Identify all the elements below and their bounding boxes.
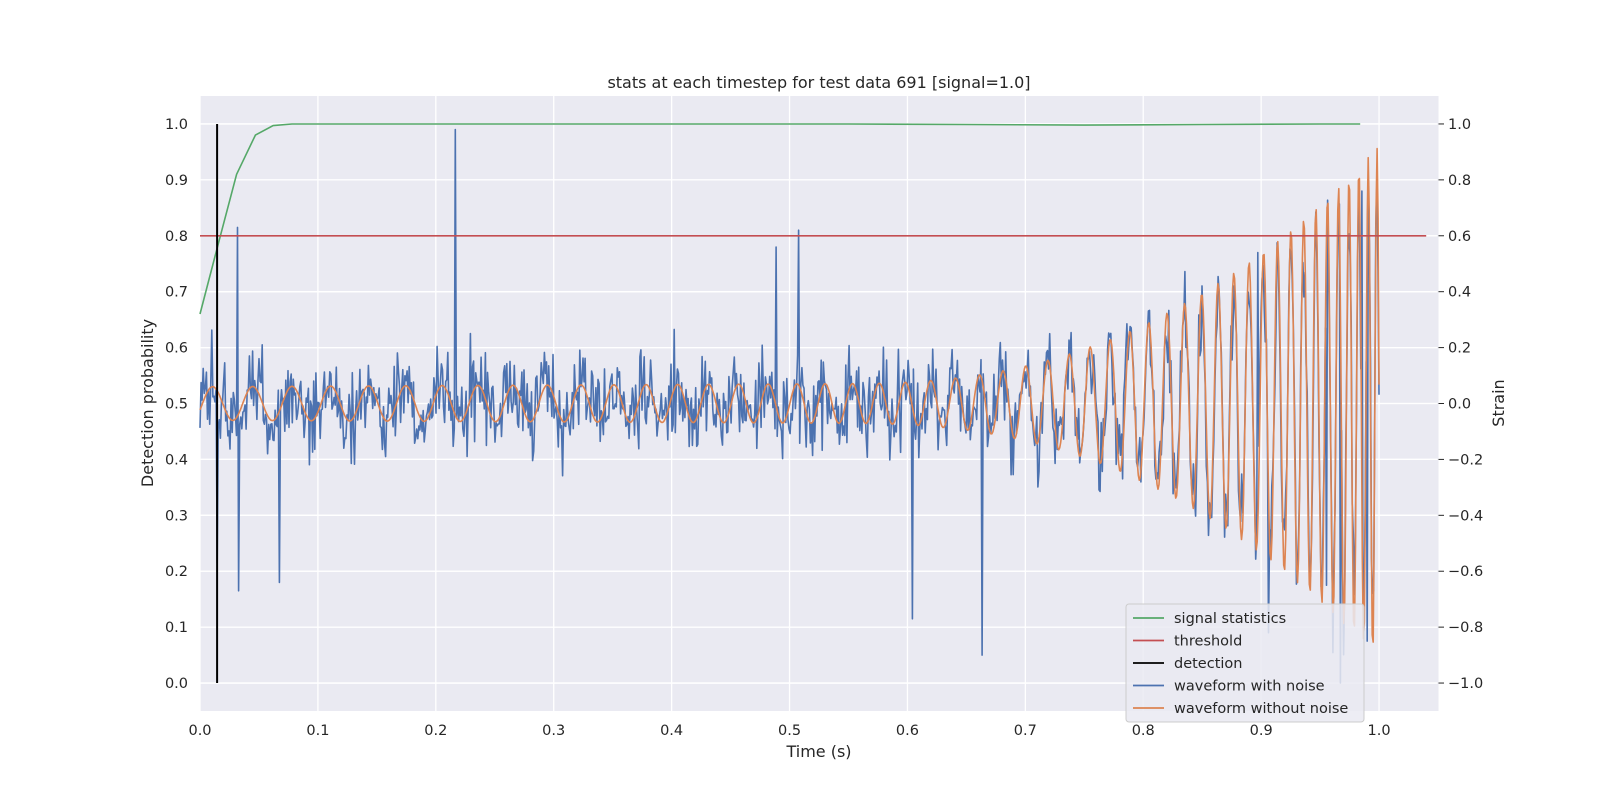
legend-box — [1125, 603, 1365, 723]
legend-label: threshold — [1174, 634, 1242, 650]
y-tick-label: 1.0 — [165, 117, 188, 133]
ticks-layer: 0.0 0.1 0.2 0.3 0.4 0.5 0.6 0.7 0.8 0.9 1.0 0.0 0.1 0… — [165, 96, 1483, 739]
x-tick-label: 1.0 — [1368, 723, 1391, 739]
y-tick-label: 0.9 — [165, 173, 188, 189]
y-tick-label: 0.0 — [165, 676, 188, 692]
y2-tick-label: 0.6 — [1448, 229, 1471, 245]
y-tick-label: 0.2 — [165, 564, 188, 580]
y-axis-label: Detection probability — [138, 319, 157, 487]
y-tick-label: 0.5 — [165, 397, 188, 413]
y2-tick-label: 0.2 — [1448, 341, 1471, 357]
y-tick-label: 0.1 — [165, 620, 188, 636]
series-layer — [199, 123, 1427, 684]
x-tick-label: 0.0 — [188, 723, 211, 739]
legend-label: detection — [1174, 656, 1242, 672]
legend: signal statistics threshold detection wavef… — [1125, 603, 1365, 723]
y-tick-label: 0.3 — [165, 508, 188, 524]
legend-label: waveform without noise — [1174, 701, 1348, 717]
y2-tick-label: −0.2 — [1448, 452, 1483, 468]
y-tick-label: 0.7 — [165, 285, 188, 301]
y2-tick-label: 0.4 — [1448, 285, 1471, 301]
series-waveform-without-noise — [199, 147, 1380, 643]
x-tick-label: 0.4 — [660, 723, 683, 739]
y2-axis-label: Strain — [1489, 379, 1508, 426]
chart-title: stats at each timestep for test data 691… — [607, 73, 1030, 92]
x-tick-label: 0.1 — [306, 723, 329, 739]
x-tick-label: 0.2 — [424, 723, 447, 739]
x-axis-label: Time (s) — [785, 742, 851, 761]
y2-tick-label: 1.0 — [1448, 117, 1471, 133]
x-tick-label: 0.3 — [542, 723, 565, 739]
y2-tick-label: −0.8 — [1448, 620, 1483, 636]
legend-label: signal statistics — [1174, 611, 1286, 627]
y-tick-label: 0.8 — [165, 229, 188, 245]
y2-tick-label: −0.4 — [1448, 508, 1483, 524]
legend-label: waveform with noise — [1174, 679, 1325, 695]
series-signal-statistics — [199, 123, 1361, 315]
y2-tick-label: −0.6 — [1448, 564, 1483, 580]
y2-tick-label: 0.0 — [1448, 397, 1471, 413]
x-tick-label: 0.6 — [896, 723, 919, 739]
x-tick-label: 0.7 — [1014, 723, 1037, 739]
y-tick-label: 0.6 — [165, 341, 188, 357]
y2-tick-label: −1.0 — [1448, 676, 1483, 692]
y-tick-label: 0.4 — [165, 452, 188, 468]
y2-tick-label: 0.8 — [1448, 173, 1471, 189]
x-tick-label: 0.5 — [778, 723, 801, 739]
x-tick-label: 0.8 — [1132, 723, 1155, 739]
x-tick-label: 0.9 — [1250, 723, 1273, 739]
